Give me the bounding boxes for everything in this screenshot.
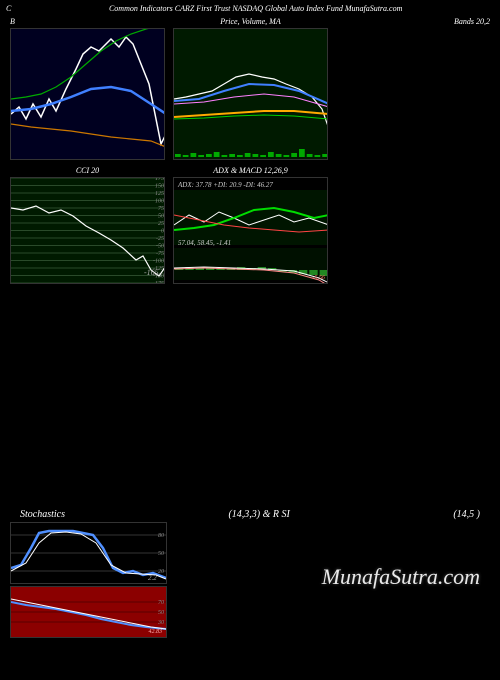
svg-text:175: 175 (155, 178, 164, 182)
svg-text:150: 150 (155, 184, 164, 190)
svg-text:-50: -50 (156, 244, 164, 250)
svg-text:70: 70 (158, 600, 164, 606)
panel-bands-title: Bands 20,2 (336, 17, 490, 26)
stoch-title-row: Stochastics (14,3,3) & R SI (14,5 ) (0, 509, 500, 520)
panel-b-title: B (10, 17, 165, 26)
chart-stoch-lower: 30 50 70 42.83 (10, 586, 167, 638)
chart-b (10, 28, 165, 160)
chart-stoch-upper: 2050802.2 (10, 522, 167, 584)
svg-text:50: 50 (158, 551, 164, 557)
svg-text:0: 0 (161, 229, 164, 235)
svg-text:-5.56: -5.56 (313, 275, 326, 281)
stoch-title-mid: (14,3,3) & R SI (228, 509, 289, 520)
svg-text:42.83: 42.83 (149, 628, 163, 635)
panel-adx: ADX & MACD 12,26,9 ADX: 37.78 +DI: 20.9 … (173, 166, 328, 284)
panel-stoch: 2050802.2 30507042.83 (10, 522, 167, 638)
panel-bands: Bands 20,2 (336, 17, 490, 160)
svg-text:-25: -25 (156, 236, 164, 242)
svg-text:80: 80 (158, 533, 164, 539)
panel-price-title: Price, Volume, MA (173, 17, 328, 26)
panel-cci: CCI 20 -175-150-125-100-75-50-2502550751… (10, 166, 165, 284)
panel-price: Price, Volume, MA (173, 17, 328, 160)
svg-text:50: 50 (158, 214, 164, 220)
watermark: MunafaSutra.com (322, 564, 480, 590)
svg-text:125: 125 (155, 191, 164, 197)
svg-text:57.04, 58.45, -1.41: 57.04, 58.45, -1.41 (178, 239, 231, 247)
svg-text:50: 50 (158, 610, 164, 616)
svg-text:75: 75 (158, 206, 164, 212)
svg-text:-175: -175 (153, 281, 164, 283)
svg-text:2.2: 2.2 (148, 574, 157, 582)
chart-price (173, 28, 328, 160)
stoch-title-right: (14,5 ) (453, 509, 480, 520)
panel-adx-title: ADX & MACD 12,26,9 (173, 166, 328, 175)
svg-text:30: 30 (157, 620, 164, 626)
stoch-title-left: Stochastics (20, 509, 65, 520)
panel-b: B (10, 17, 165, 160)
panel-cci-title: CCI 20 (10, 166, 165, 175)
svg-text:-100: -100 (153, 259, 164, 265)
svg-text:25: 25 (158, 221, 164, 227)
svg-text:ADX: 37.78 +DI: 20.9 -DI: 46.: ADX: 37.78 +DI: 20.9 -DI: 46.27 (177, 181, 273, 189)
svg-text:100: 100 (155, 199, 164, 205)
svg-text:-75: -75 (156, 251, 164, 257)
chart-cci: -175-150-125-100-75-50-25025507510012515… (10, 177, 165, 284)
chart-adx: ADX: 37.78 +DI: 20.9 -DI: 46.27 57.04, 58… (173, 177, 328, 284)
svg-text:-165: -165 (144, 268, 159, 277)
page-header: C Common Indicators CARZ First Trust NAS… (0, 0, 500, 17)
